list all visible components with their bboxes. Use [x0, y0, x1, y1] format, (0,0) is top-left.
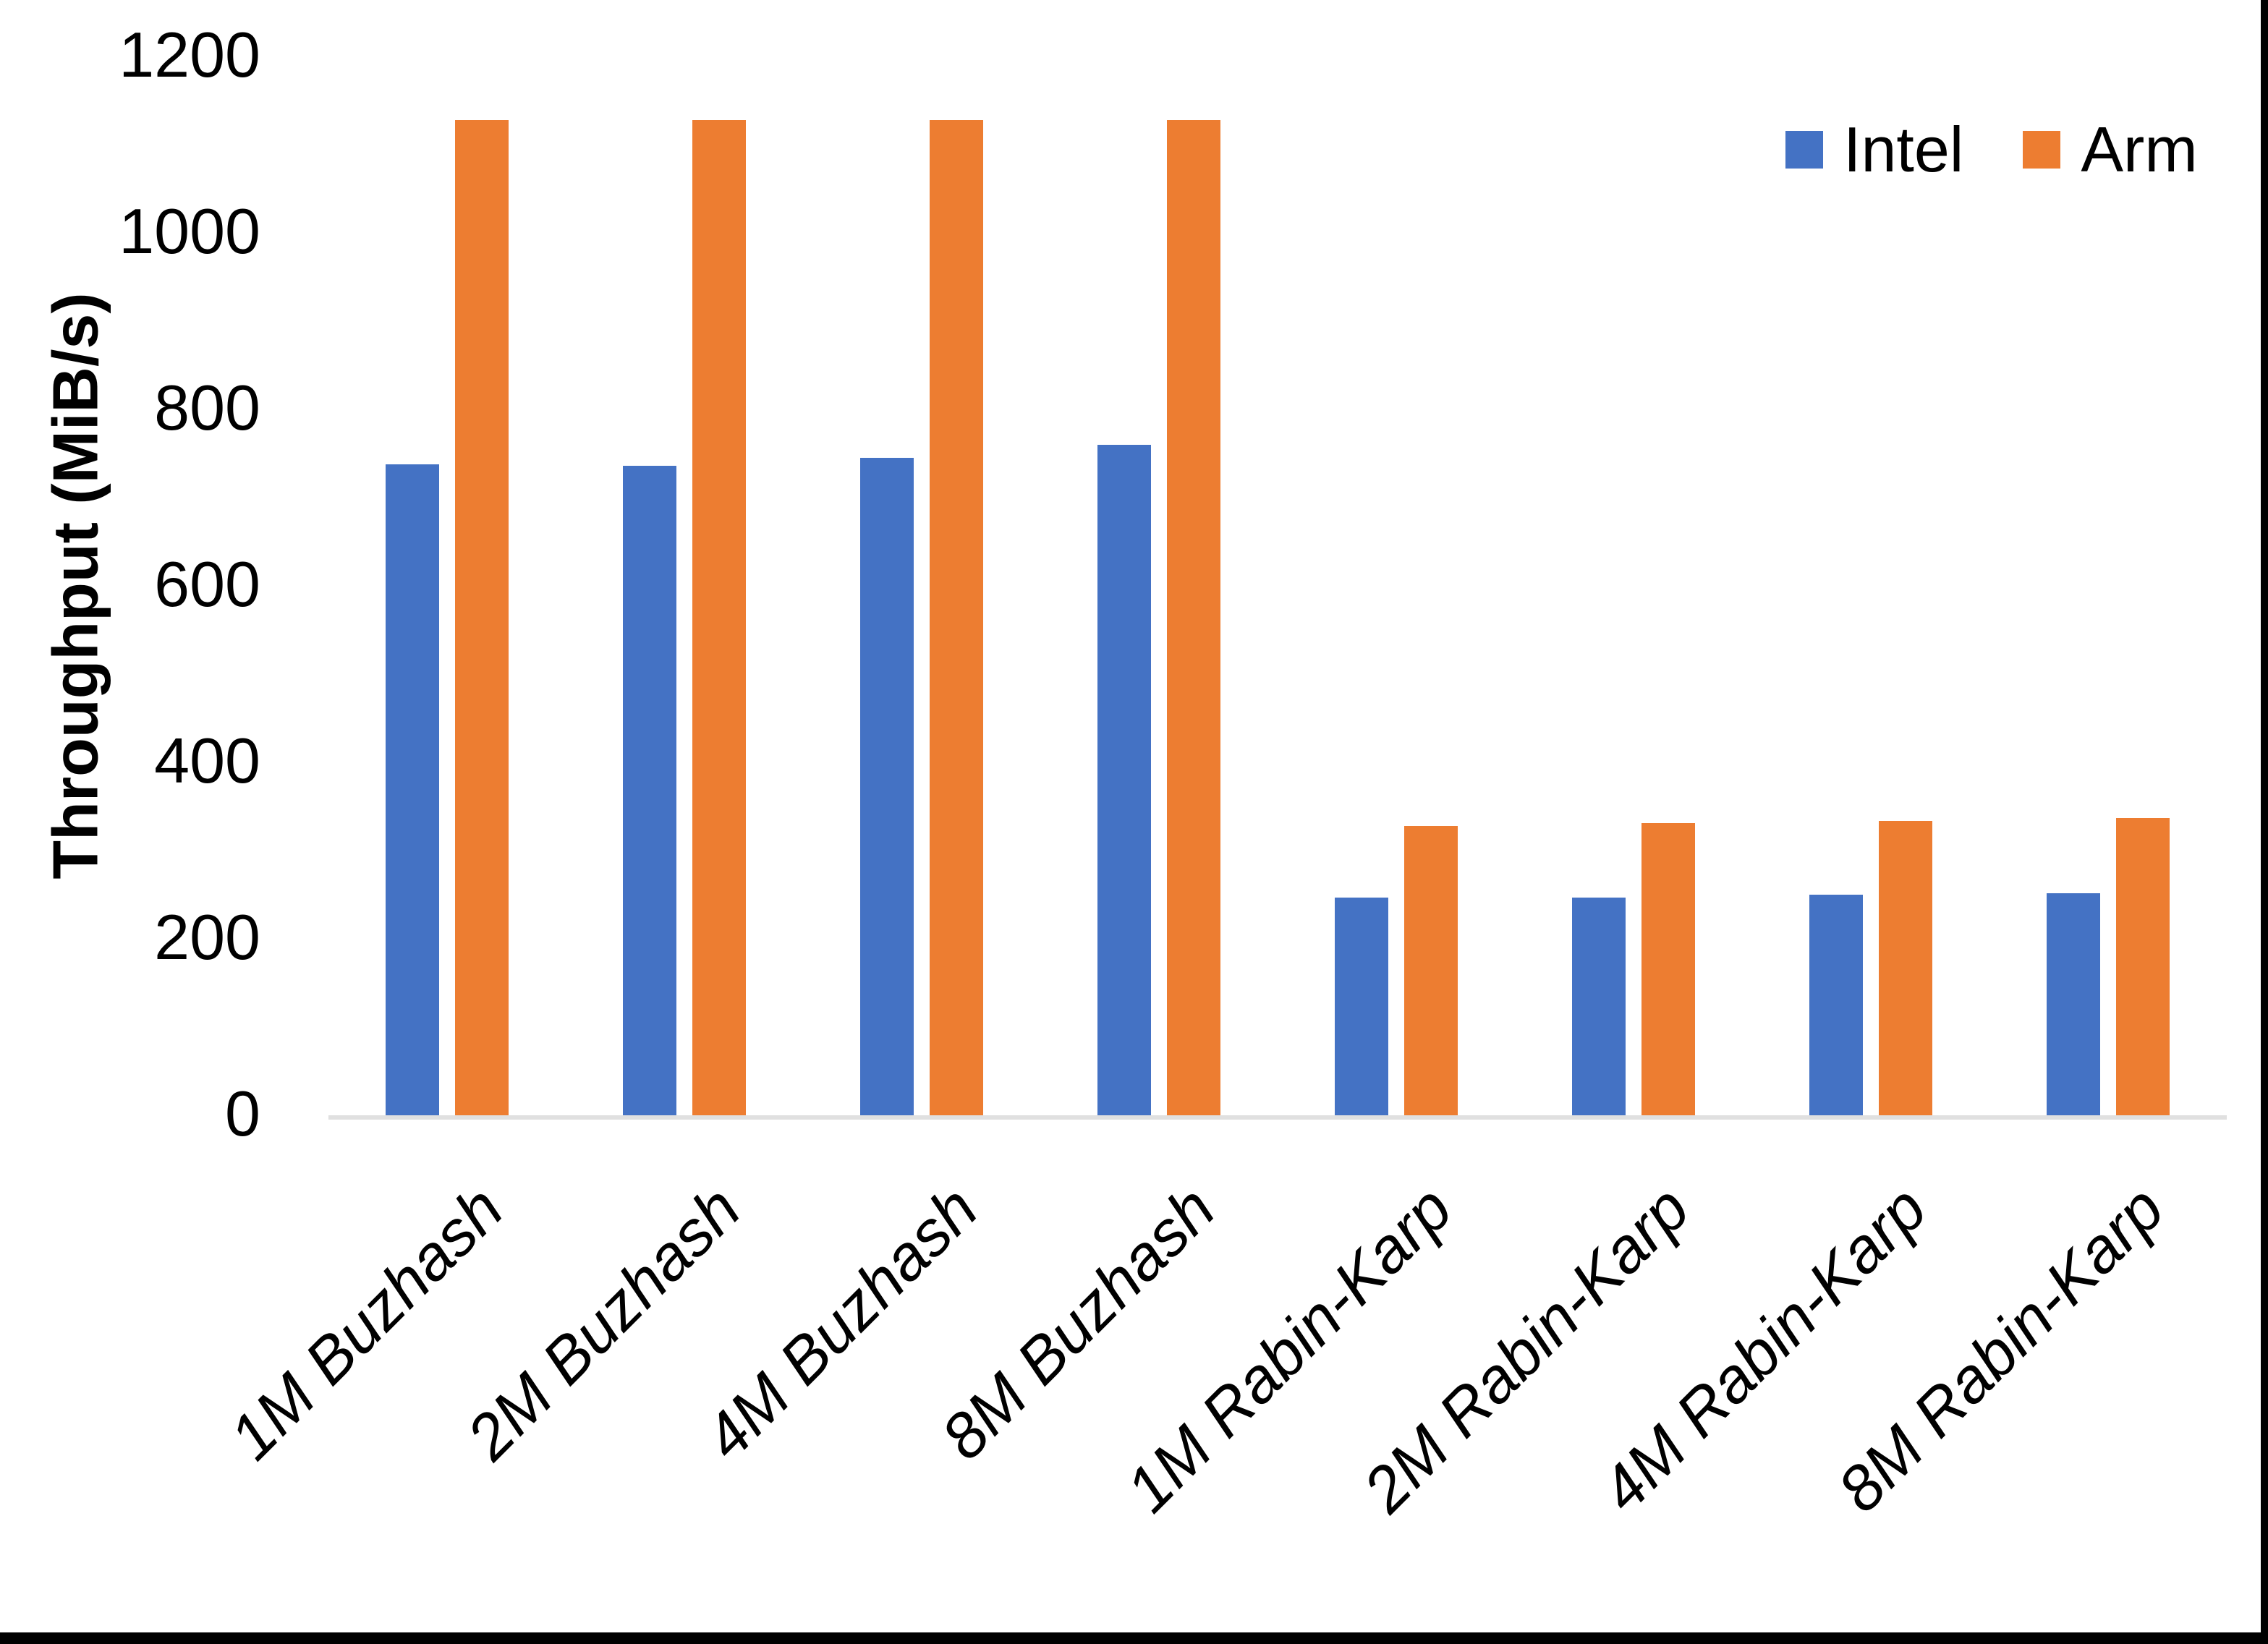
- legend-item-intel: Intel: [1785, 113, 1963, 187]
- bar-intel-4m-rabin-karp: [1809, 895, 1863, 1115]
- legend-label: Arm: [2081, 114, 2198, 185]
- y-axis-title: Throughput (MiB/s): [40, 292, 111, 880]
- y-tick-label: 400: [154, 724, 260, 796]
- bar-arm-2m-buzhash: [692, 119, 746, 1115]
- y-tick-label: 1000: [119, 195, 260, 267]
- legend: Intel Arm: [1785, 108, 2198, 191]
- y-tick-label: 200: [154, 900, 260, 973]
- bar-arm-1m-buzhash: [455, 119, 509, 1115]
- bar-intel-8m-rabin-karp: [2047, 893, 2100, 1115]
- bar-arm-4m-buzhash: [930, 119, 983, 1115]
- bar-arm-1m-rabin-karp: [1404, 825, 1458, 1115]
- y-tick-label: 600: [154, 548, 260, 620]
- bar-intel-8m-buzhash: [1097, 444, 1151, 1115]
- legend-item-arm: Arm: [2023, 113, 2198, 187]
- x-axis-line: [328, 1115, 2227, 1120]
- legend-swatch-intel: [1785, 131, 1823, 169]
- bar-intel-1m-rabin-karp: [1335, 897, 1388, 1115]
- plot-area: [328, 56, 2227, 1120]
- legend-label: Intel: [1843, 114, 1964, 185]
- bar-intel-2m-buzhash: [623, 466, 676, 1115]
- bar-intel-1m-buzhash: [386, 464, 439, 1115]
- y-tick-label: 800: [154, 371, 260, 443]
- frame-border-right: [2261, 0, 2268, 1644]
- y-tick-label: 1200: [119, 18, 260, 90]
- frame-border-bottom: [0, 1632, 2268, 1644]
- bar-arm-8m-rabin-karp: [2116, 817, 2170, 1115]
- bar-intel-2m-rabin-karp: [1572, 897, 1626, 1115]
- bar-arm-4m-rabin-karp: [1879, 820, 1932, 1115]
- bar-intel-4m-buzhash: [860, 458, 914, 1115]
- legend-swatch-arm: [2023, 131, 2061, 169]
- bar-arm-8m-buzhash: [1167, 119, 1220, 1115]
- y-tick-label: 0: [225, 1077, 260, 1149]
- bar-arm-2m-rabin-karp: [1641, 823, 1695, 1115]
